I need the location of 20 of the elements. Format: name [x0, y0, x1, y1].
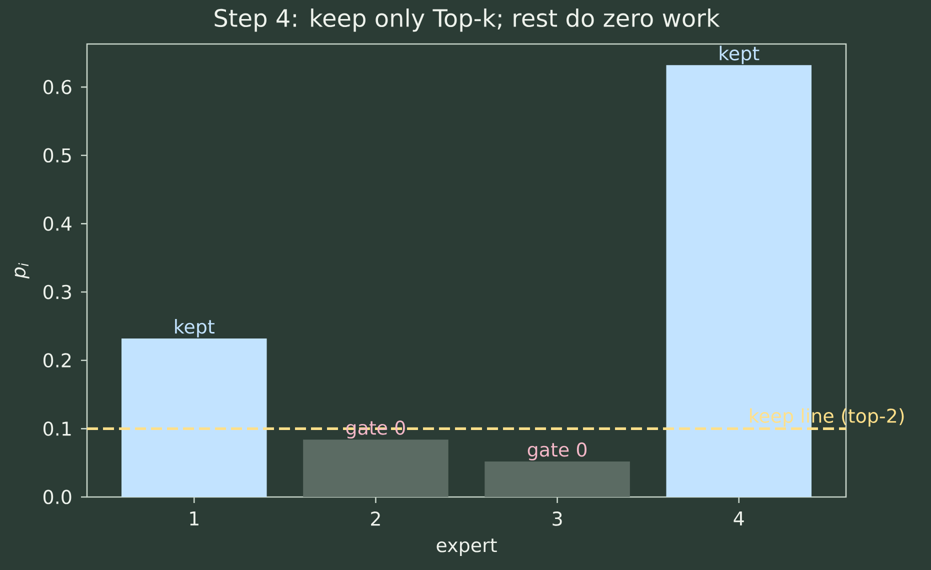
chart-title: Step 4: keep only Top-k; rest do zero work	[214, 8, 720, 32]
x-tick-label: 4	[734, 512, 744, 526]
y-tick-label: 0.4	[44, 216, 72, 231]
y-tick-label: 0.0	[44, 490, 72, 504]
y-tick-label: 0.5	[44, 148, 71, 163]
data-label: kept	[175, 319, 214, 338]
y-tick-label: 0.6	[44, 80, 72, 94]
x-axis-title: expert	[436, 538, 497, 556]
data-label: gate 0	[528, 442, 587, 460]
y-tick-label: 0.3	[44, 284, 71, 300]
x-tick-label: 3	[552, 512, 562, 526]
bar	[303, 440, 448, 497]
x-tick-label: 1	[190, 512, 198, 526]
y-axis-title: p$_{i}$	[14, 262, 30, 279]
bar	[122, 338, 267, 497]
y-tick-label: 0.1	[44, 421, 71, 436]
data-label: kept	[720, 46, 760, 64]
y-tick-label: 0.2	[44, 353, 71, 368]
bar	[484, 461, 630, 497]
x-tick-label: 2	[371, 512, 380, 526]
